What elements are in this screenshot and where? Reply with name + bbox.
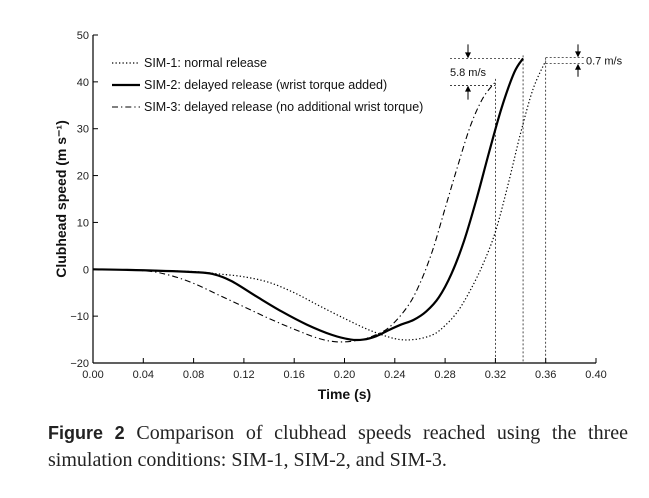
y-tick-label: 40 <box>77 77 89 89</box>
series-line-sim-3 <box>92 81 496 343</box>
x-tick-label: 0.32 <box>485 369 506 381</box>
legend-label-sim-1: SIM-1: normal release <box>144 56 267 70</box>
x-tick-label: 0.20 <box>334 369 355 381</box>
y-tick-label: 20 <box>77 171 89 183</box>
annot-arrow-up-head <box>465 85 471 92</box>
annot2-arrow-up-head <box>575 63 581 70</box>
caption-label: Figure 2 <box>48 423 125 443</box>
y-tick-label: 0 <box>83 264 89 276</box>
y-tick-label: 50 <box>77 30 89 42</box>
x-tick-label: 0.36 <box>535 369 556 381</box>
series-layer <box>92 57 547 343</box>
legend: SIM-1: normal release SIM-2: delayed rele… <box>112 56 423 114</box>
series-line-sim-2 <box>92 57 525 342</box>
y-tick-label: −20 <box>70 358 89 370</box>
x-tick-label: 0.08 <box>183 369 204 381</box>
y-tick-label: 10 <box>77 217 89 229</box>
y-tick-label: −10 <box>70 311 89 323</box>
x-tick-label: 0.12 <box>233 369 254 381</box>
legend-label-sim-2: SIM-2: delayed release (wrist torque add… <box>144 78 387 92</box>
annot-label-0-7: 0.7 m/s <box>586 56 623 68</box>
annot-arrow-down-head <box>465 52 471 59</box>
y-axis-title: Clubhead speed (m s⁻¹) <box>53 120 69 278</box>
annot2-arrow-down-head <box>575 51 581 58</box>
x-tick-label: 0.16 <box>283 369 304 381</box>
annotations: 5.8 m/s 0.7 m/s <box>450 44 623 363</box>
figure-caption: Figure 2 Comparison of clubhead speeds r… <box>48 420 628 474</box>
annot-label-5-8: 5.8 m/s <box>450 67 487 79</box>
x-tick-label: 0.24 <box>384 369 405 381</box>
tick-labels: 0.00 0.04 0.08 0.12 0.16 0.20 0.24 0.28 0.32 0.36… <box>70 30 606 381</box>
caption-text: Comparison of clubhead speeds reached us… <box>48 422 629 471</box>
x-tick-label: 0.04 <box>133 369 154 381</box>
legend-label-sim-3: SIM-3: delayed release (no additional wr… <box>144 100 423 114</box>
x-tick-label: 0.40 <box>585 369 606 381</box>
x-tick-label: 0.28 <box>434 369 455 381</box>
y-tick-label: 30 <box>77 124 89 136</box>
clubhead-speed-chart: 0.00 0.04 0.08 0.12 0.16 0.20 0.24 0.28 0.32 0.36… <box>53 30 623 402</box>
x-tick-label: 0.00 <box>82 369 103 381</box>
x-axis-title: Time (s) <box>318 386 371 402</box>
